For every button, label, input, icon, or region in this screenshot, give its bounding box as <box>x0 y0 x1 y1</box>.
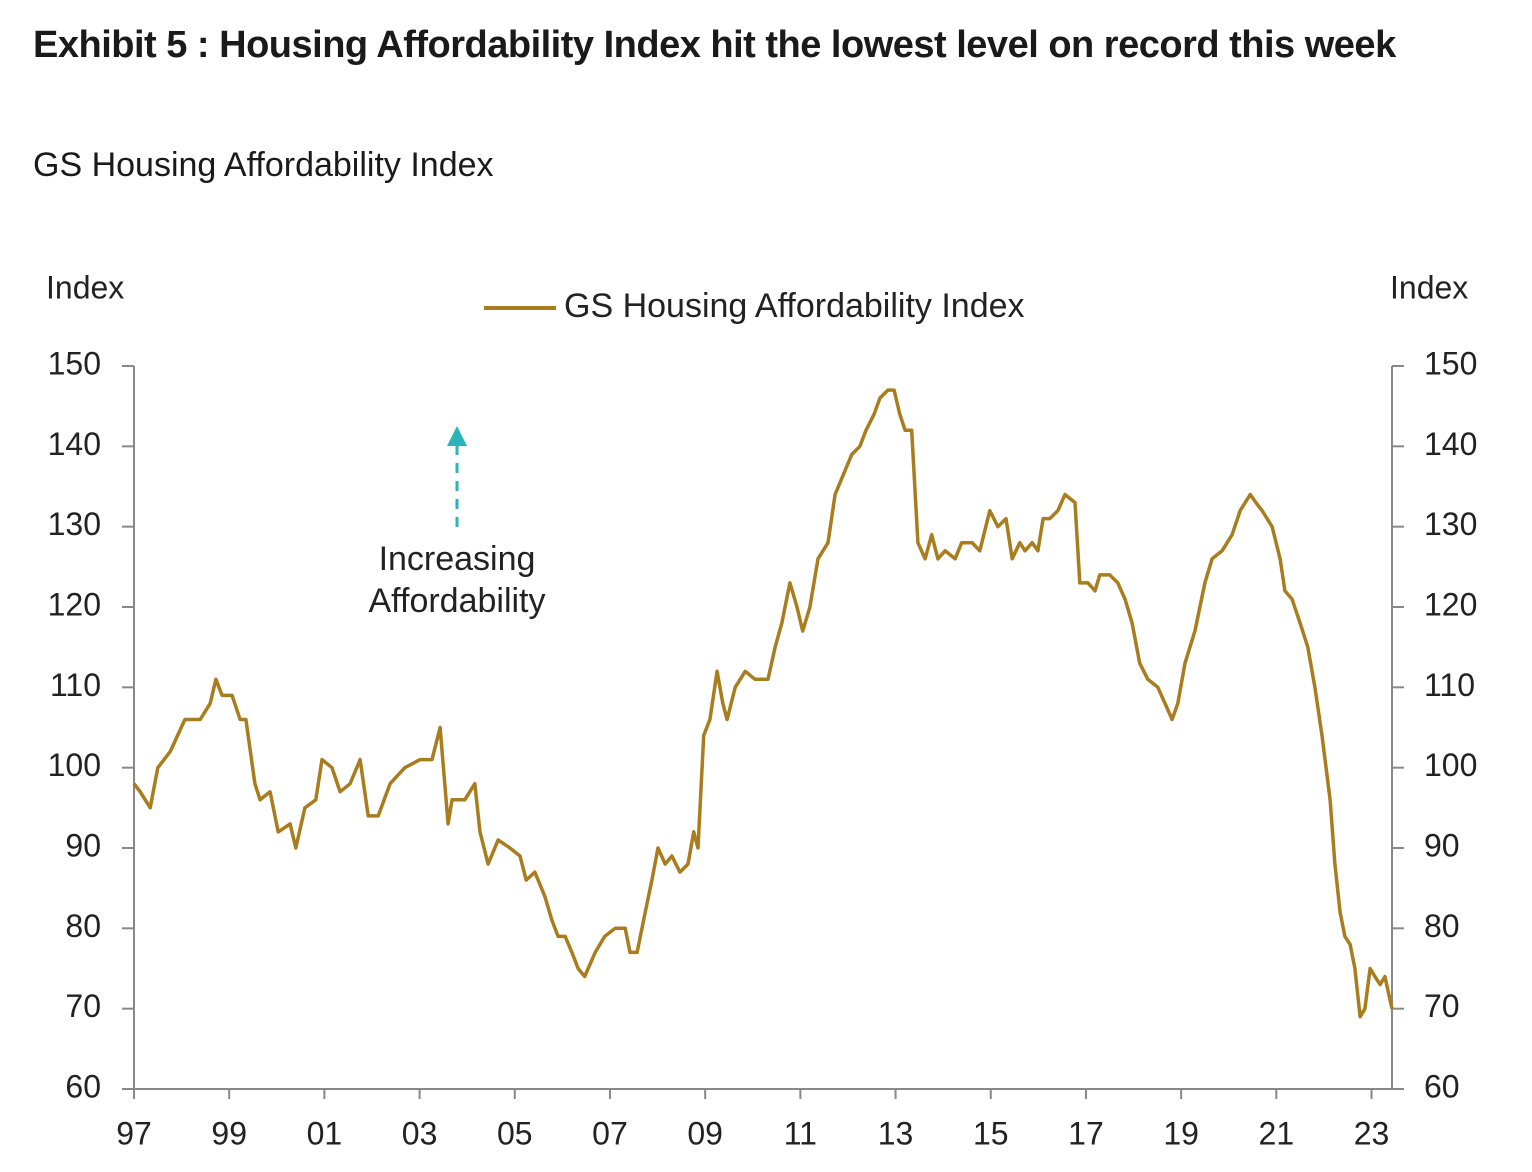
x-tick-label: 11 <box>784 1115 817 1151</box>
x-tick-label: 03 <box>402 1115 438 1151</box>
y-axis-label: Index <box>46 269 124 305</box>
x-tick-label: 97 <box>116 1115 152 1151</box>
x-tick-label: 07 <box>592 1115 628 1151</box>
y2-tick-label: 90 <box>1424 827 1460 863</box>
x-tick-label: 21 <box>1259 1115 1295 1151</box>
y2-axis-label: Index <box>1390 269 1468 305</box>
x-tick-label: 17 <box>1068 1115 1104 1151</box>
legend-label: GS Housing Affordability Index <box>564 287 1025 325</box>
y2-tick-label: 120 <box>1424 586 1477 622</box>
y2-tick-label: 80 <box>1424 908 1460 944</box>
x-tick-label: 99 <box>211 1115 247 1151</box>
x-tick-label: 01 <box>307 1115 343 1151</box>
annotation-arrowhead <box>447 426 467 446</box>
x-tick-label: 15 <box>973 1115 1009 1151</box>
y-tick-label: 70 <box>65 988 101 1024</box>
y-tick-label: 140 <box>48 426 101 462</box>
y-tick-label: 80 <box>65 908 101 944</box>
annotation-text: Affordability <box>368 582 545 620</box>
y2-tick-label: 140 <box>1424 426 1477 462</box>
y-tick-label: 130 <box>48 506 101 542</box>
y2-tick-label: 70 <box>1424 988 1460 1024</box>
x-tick-label: 09 <box>687 1115 723 1151</box>
x-tick-label: 23 <box>1354 1115 1390 1151</box>
y2-tick-label: 150 <box>1424 345 1477 381</box>
y2-tick-label: 110 <box>1424 667 1475 703</box>
y2-tick-label: 60 <box>1424 1068 1460 1104</box>
chart-title: Exhibit 5 : Housing Affordability Index … <box>33 24 1396 66</box>
x-tick-label: 05 <box>497 1115 533 1151</box>
y-tick-label: 110 <box>50 667 101 703</box>
chart-subtitle: GS Housing Affordability Index <box>33 146 494 184</box>
y-tick-label: 150 <box>48 345 101 381</box>
line-series <box>132 388 1394 1019</box>
annotation-text: Increasing <box>379 540 536 578</box>
y2-tick-label: 130 <box>1424 506 1477 542</box>
y-tick-label: 120 <box>48 586 101 622</box>
y-tick-label: 100 <box>48 747 101 783</box>
x-tick-label: 19 <box>1163 1115 1199 1151</box>
y-tick-label: 60 <box>65 1068 101 1104</box>
y2-tick-label: 100 <box>1424 747 1477 783</box>
x-tick-label: 13 <box>878 1115 914 1151</box>
y-tick-label: 90 <box>65 827 101 863</box>
